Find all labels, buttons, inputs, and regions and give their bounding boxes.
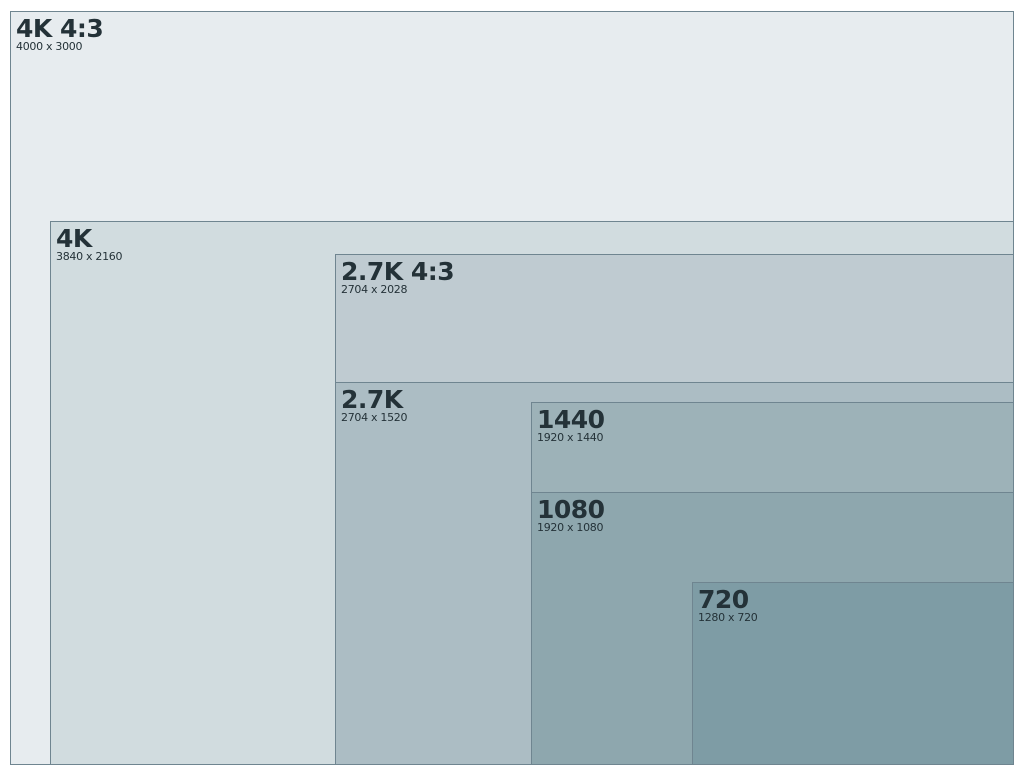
resolution-box-720: 720 1280 x 720 [692, 582, 1014, 765]
resolution-name: 2.7K [341, 385, 403, 414]
resolution-dimensions: 1280 x 720 [698, 611, 758, 624]
resolution-label-1080: 1080 1920 x 1080 [537, 497, 605, 534]
resolution-dimensions: 4000 x 3000 [16, 40, 83, 53]
resolution-name: 720 [698, 585, 749, 614]
resolution-name: 4K [56, 224, 92, 253]
resolution-name: 4K 4:3 [16, 14, 104, 43]
resolution-label-720: 720 1280 x 720 [698, 587, 758, 624]
resolution-dimensions: 2704 x 2028 [341, 283, 408, 296]
resolution-label-2-7k-4-3: 2.7K 4:3 2704 x 2028 [341, 257, 455, 296]
resolution-label-4k: 4K 3840 x 2160 [56, 224, 123, 263]
resolution-name: 1080 [537, 495, 605, 524]
resolution-dimensions: 1920 x 1440 [537, 431, 604, 444]
resolution-label-1440: 1440 1920 x 1440 [537, 407, 605, 444]
resolution-dimensions: 1920 x 1080 [537, 521, 604, 534]
resolution-label-4k-4-3: 4K 4:3 4000 x 3000 [16, 14, 104, 53]
resolution-name: 1440 [537, 405, 605, 434]
resolution-label-2-7k: 2.7K 2704 x 1520 [341, 385, 408, 424]
resolution-name: 2.7K 4:3 [341, 257, 455, 286]
resolution-dimensions: 3840 x 2160 [56, 250, 123, 263]
resolution-dimensions: 2704 x 1520 [341, 411, 408, 424]
